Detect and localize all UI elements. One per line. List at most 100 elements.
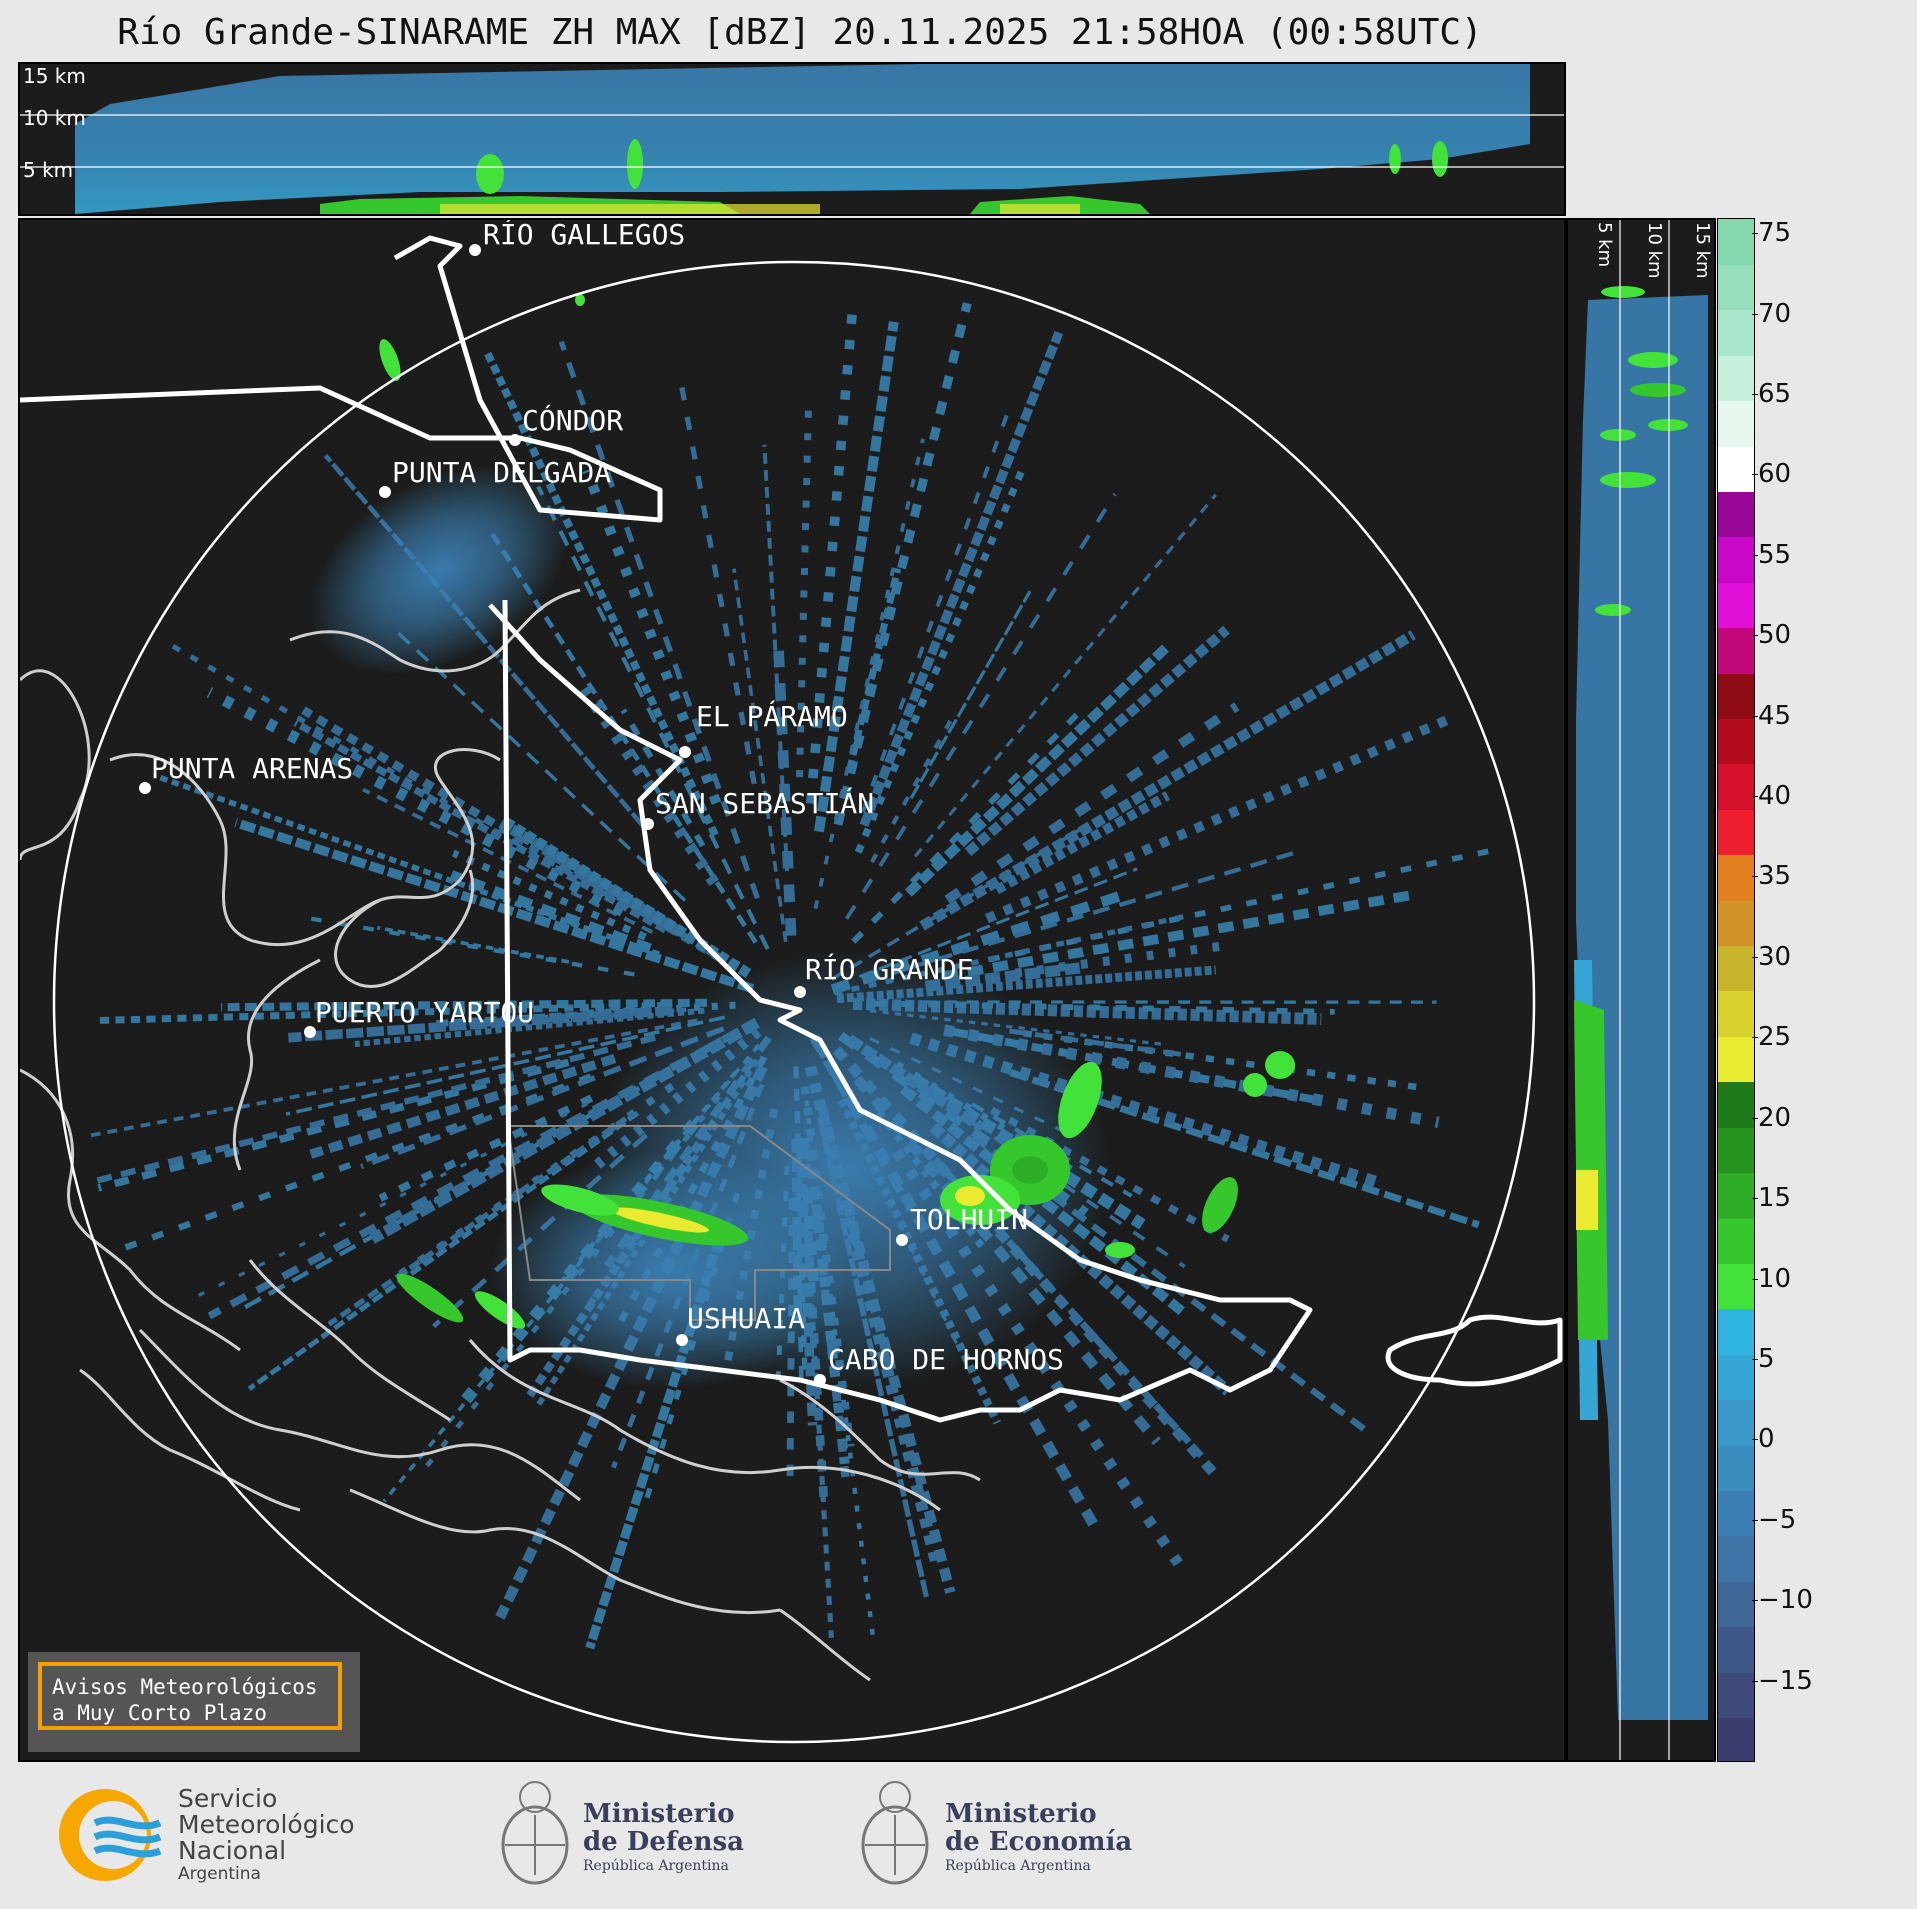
colorbar-tick-label: 45	[1751, 700, 1792, 731]
echo-ray	[156, 774, 661, 957]
side-profile-graphic	[1574, 220, 1708, 1760]
colorbar-segment	[1718, 1127, 1754, 1174]
economia-seal-icon	[861, 1781, 929, 1885]
top-vertical-profile: 15 km 10 km 5 km	[18, 62, 1566, 216]
colorbar-tick-label: 15	[1751, 1183, 1792, 1214]
echo-ray	[376, 925, 570, 964]
echo-ray	[191, 1102, 589, 1301]
echo-ray	[582, 468, 722, 805]
city-dot-ushuaia	[676, 1334, 688, 1346]
city-condor: CÓNDOR	[522, 404, 624, 437]
echo-ray	[451, 849, 647, 941]
colorbar-segment	[1718, 1172, 1754, 1219]
city-dot-punta-arenas	[139, 782, 151, 794]
echo-ray	[354, 1007, 705, 1048]
echo-ray	[830, 889, 1127, 995]
echo-ray	[853, 1075, 1161, 1446]
colorbar-tick-label: 60	[1751, 459, 1792, 490]
echo-ray	[909, 590, 1032, 800]
echo-ray	[844, 493, 1117, 920]
colorbar-tick-label: 50	[1751, 620, 1792, 651]
side-label-10km: 10 km	[1644, 222, 1665, 279]
echo-ray	[964, 625, 1230, 857]
city-tolhuin: TOLHUIN	[910, 1203, 1029, 1236]
echo-ray	[234, 818, 755, 994]
top-label-5km: 5 km	[23, 158, 74, 182]
echo-ray	[396, 1082, 675, 1279]
echo-ray	[923, 1089, 1186, 1269]
colorbar-segment	[1718, 854, 1754, 901]
colorbar-segment	[1718, 1535, 1754, 1582]
colorbar-segment	[1718, 1354, 1754, 1401]
colorbar-segment	[1718, 1717, 1754, 1761]
warning-box[interactable]: Avisos Meteorológicos a Muy Corto Plazo	[28, 1652, 360, 1752]
colorbar-segment	[1718, 1672, 1754, 1719]
colorbar-segment	[1718, 536, 1754, 583]
echo-ray	[837, 1098, 1001, 1425]
smn-line-3: Nacional	[178, 1836, 287, 1865]
economia-line-1: Ministerio	[945, 1799, 1097, 1829]
city-dot-condor	[509, 434, 521, 446]
colorbar-segment	[1718, 264, 1754, 311]
echo-ray	[296, 914, 635, 977]
colorbar-segment	[1718, 1081, 1754, 1128]
side-label-15km: 15 km	[1692, 222, 1713, 279]
city-dot-cabo-de-hornos	[814, 1374, 826, 1386]
colorbar-segment	[1718, 809, 1754, 856]
economia-line-2: de Economía	[945, 1827, 1133, 1857]
colorbar-tick-label: −5	[1751, 1504, 1797, 1535]
radar-map-graphic	[20, 235, 1563, 1744]
echo-ray	[288, 1005, 673, 1043]
city-puerto-yartou: PUERTO YARTOU	[315, 996, 535, 1029]
city-dot-san-sebastian	[642, 818, 654, 830]
echo-ray	[220, 998, 708, 1012]
smn-logo-icon	[59, 1789, 162, 1881]
echo-ray	[762, 444, 790, 872]
colorbar-segment	[1718, 1218, 1754, 1264]
colorbar-segment	[1718, 1036, 1754, 1083]
colorbar-tick-label: −10	[1752, 1585, 1813, 1616]
colorbar-segment	[1718, 991, 1754, 1037]
coastlines	[20, 588, 981, 1682]
reflectivity-colorbar	[1717, 218, 1755, 1762]
colorbar-tick-label: 10	[1751, 1263, 1792, 1294]
colorbar-segment	[1718, 945, 1754, 992]
echo-ray	[558, 340, 760, 900]
colorbar-segment	[1718, 627, 1754, 674]
echo-ray	[913, 493, 1217, 858]
colorbar-tick-label: 40	[1751, 781, 1792, 811]
colorbar-segment	[1718, 309, 1754, 356]
echo-ray	[502, 817, 752, 979]
echo-ray	[800, 1150, 834, 1638]
echo-ray	[395, 630, 687, 902]
side-vertical-profile: 5 km 10 km 15 km	[1566, 218, 1716, 1762]
colorbar-segment	[1718, 1263, 1754, 1310]
range-ring	[52, 260, 1536, 1744]
warning-line-2: a Muy Corto Plazo	[52, 1701, 267, 1725]
echo-ray	[809, 1034, 1103, 1536]
colorbar-segment	[1718, 1445, 1754, 1492]
colorbar-segment	[1718, 1399, 1754, 1446]
echo-ray	[301, 706, 740, 972]
colorbar-segment	[1718, 355, 1754, 402]
colorbar-segment	[1718, 491, 1754, 538]
echo-ray	[833, 302, 972, 826]
echo-ray	[904, 644, 1170, 897]
echo-ray	[483, 349, 719, 837]
colorbar-segment	[1718, 1308, 1754, 1355]
echo-ray	[676, 371, 757, 785]
top-label-15km: 15 km	[23, 64, 86, 88]
echo-ray	[874, 1000, 1335, 1015]
city-dot-puerto-yartou	[304, 1026, 316, 1038]
colorbar-segment	[1718, 718, 1754, 765]
radar-map[interactable]: RÍO GALLEGOS CÓNDOR PUNTA DELGADA EL PÁR…	[18, 218, 1566, 1762]
colorbar-segment	[1718, 446, 1754, 492]
city-ushuaia: USHUAIA	[687, 1302, 806, 1335]
defensa-seal-icon	[501, 1781, 569, 1885]
echo-ray	[806, 308, 858, 804]
side-label-5km: 5 km	[1594, 222, 1615, 268]
colorbar-tick-label: 75	[1751, 218, 1792, 249]
colorbar-tick-label: 20	[1751, 1102, 1792, 1133]
echo-ray	[994, 791, 1171, 895]
colorbar-tick-label: 35	[1751, 861, 1792, 892]
